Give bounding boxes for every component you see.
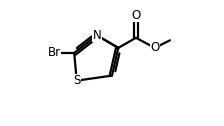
- Text: S: S: [73, 74, 80, 87]
- Text: Br: Br: [47, 46, 61, 59]
- Text: O: O: [150, 41, 159, 54]
- Text: O: O: [131, 9, 141, 22]
- Text: N: N: [93, 29, 101, 42]
